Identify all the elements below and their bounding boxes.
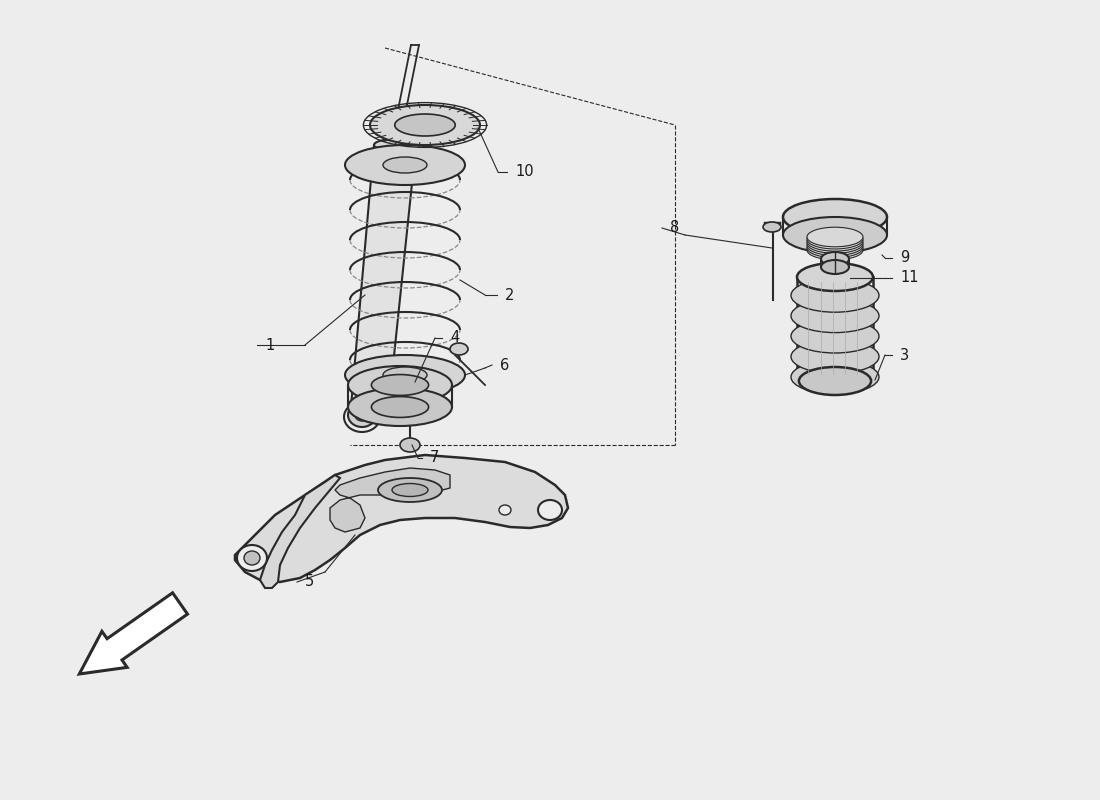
- Text: 4: 4: [450, 330, 460, 346]
- Ellipse shape: [763, 222, 781, 232]
- Ellipse shape: [383, 367, 427, 383]
- Ellipse shape: [392, 483, 428, 497]
- Ellipse shape: [821, 252, 849, 266]
- Text: 11: 11: [900, 270, 918, 286]
- Ellipse shape: [400, 438, 420, 452]
- Polygon shape: [351, 145, 416, 405]
- Ellipse shape: [383, 157, 427, 173]
- Text: 9: 9: [900, 250, 910, 266]
- Ellipse shape: [348, 366, 452, 404]
- Ellipse shape: [807, 234, 864, 254]
- Ellipse shape: [783, 199, 887, 235]
- Ellipse shape: [791, 340, 879, 374]
- Ellipse shape: [821, 260, 849, 274]
- Ellipse shape: [783, 217, 887, 253]
- Text: 3: 3: [900, 347, 909, 362]
- Ellipse shape: [355, 409, 368, 421]
- Ellipse shape: [378, 478, 442, 502]
- Text: 5: 5: [305, 574, 315, 590]
- Ellipse shape: [807, 238, 864, 258]
- Ellipse shape: [370, 105, 480, 145]
- Ellipse shape: [348, 403, 376, 427]
- Text: 2: 2: [505, 287, 515, 302]
- Polygon shape: [235, 455, 568, 582]
- Ellipse shape: [538, 500, 562, 520]
- Ellipse shape: [244, 551, 260, 565]
- Ellipse shape: [807, 236, 864, 255]
- Ellipse shape: [499, 505, 512, 515]
- Ellipse shape: [791, 299, 879, 333]
- Ellipse shape: [798, 263, 873, 291]
- Text: 7: 7: [430, 450, 439, 466]
- Ellipse shape: [791, 319, 879, 353]
- Ellipse shape: [807, 230, 864, 249]
- Ellipse shape: [799, 367, 871, 395]
- Polygon shape: [330, 468, 450, 532]
- Ellipse shape: [807, 231, 864, 251]
- Text: 6: 6: [500, 358, 509, 373]
- Ellipse shape: [372, 397, 429, 418]
- Ellipse shape: [348, 388, 452, 426]
- Text: 1: 1: [265, 338, 274, 353]
- Ellipse shape: [353, 410, 371, 425]
- Ellipse shape: [791, 360, 879, 394]
- Ellipse shape: [345, 355, 465, 395]
- Text: 10: 10: [515, 165, 534, 179]
- Ellipse shape: [344, 402, 380, 432]
- Text: 8: 8: [670, 221, 680, 235]
- Ellipse shape: [395, 114, 455, 136]
- Polygon shape: [79, 593, 187, 674]
- Ellipse shape: [372, 374, 429, 395]
- Ellipse shape: [236, 545, 267, 571]
- Ellipse shape: [791, 278, 879, 312]
- Ellipse shape: [807, 227, 864, 246]
- Ellipse shape: [807, 240, 864, 260]
- Ellipse shape: [374, 139, 416, 151]
- Polygon shape: [260, 475, 340, 588]
- Ellipse shape: [351, 400, 389, 410]
- Ellipse shape: [450, 343, 468, 355]
- Ellipse shape: [345, 145, 465, 185]
